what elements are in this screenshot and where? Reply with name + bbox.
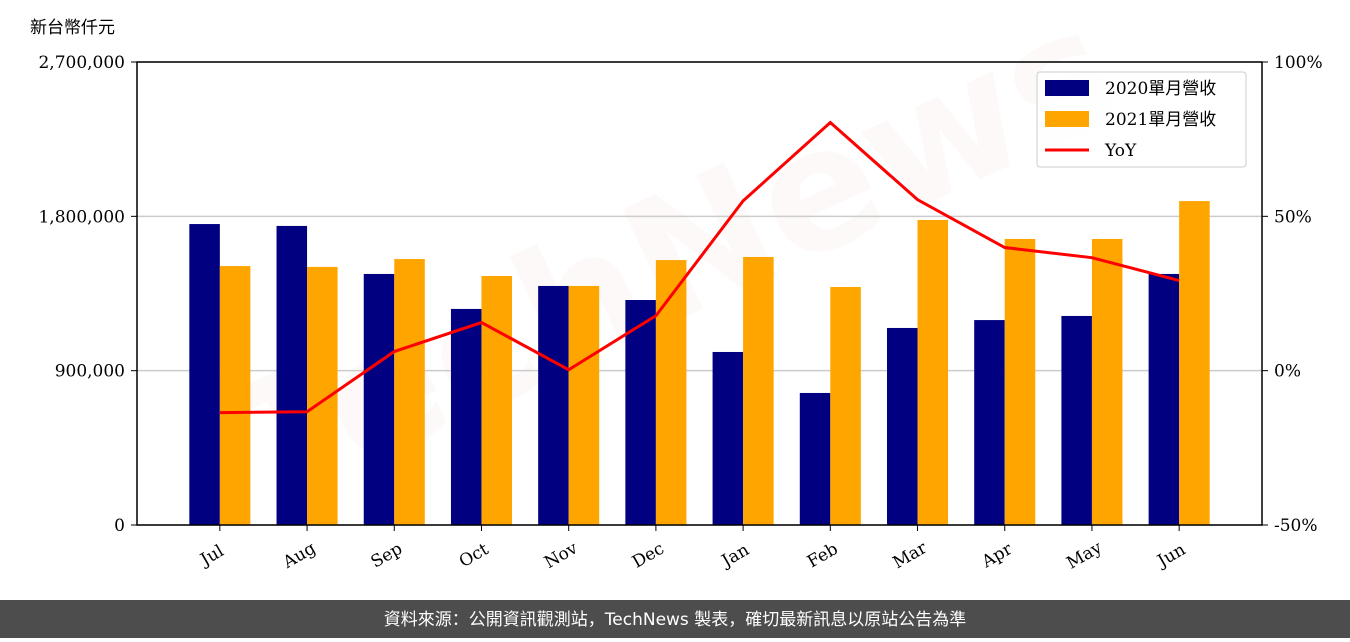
bar <box>568 285 600 525</box>
bar <box>1061 315 1092 525</box>
x-tick-label: Feb <box>804 539 842 572</box>
legend-label: 2021單月營收 <box>1105 110 1216 130</box>
y2-tick-label: 50% <box>1274 207 1312 227</box>
plot-frame <box>136 61 1263 526</box>
bar <box>655 260 687 525</box>
bar <box>1179 201 1210 526</box>
bar <box>799 392 831 525</box>
x-tick-label: Oct <box>456 539 492 572</box>
y-tick-label: 1,800,000 <box>38 207 125 227</box>
bar <box>450 308 482 525</box>
bar <box>481 276 512 525</box>
bar <box>276 225 308 526</box>
bar <box>712 351 744 525</box>
y2-tick-label: 0% <box>1274 362 1301 382</box>
bar <box>917 219 949 525</box>
bar <box>625 300 656 525</box>
legend-swatch <box>1045 111 1089 127</box>
bar <box>189 224 220 526</box>
x-tick-label: Jun <box>1152 540 1189 573</box>
y-axis-label: 新台幣仟元 <box>30 18 115 38</box>
y-tick-label: 900,000 <box>55 362 125 382</box>
legend-label: YoY <box>1104 141 1137 161</box>
bar <box>1091 238 1123 526</box>
bar <box>1148 273 1180 525</box>
x-tick-label: Nov <box>541 538 581 573</box>
bar <box>538 285 569 525</box>
y-tick-label: 0 <box>114 516 125 536</box>
bar <box>1004 238 1036 526</box>
x-tick-label: May <box>1063 538 1106 574</box>
footer-bar <box>0 600 1350 638</box>
bar <box>363 273 395 525</box>
bar <box>830 286 861 525</box>
x-tick-label: Sep <box>368 539 406 573</box>
bar <box>307 266 338 525</box>
x-tick-label: Jul <box>196 541 228 571</box>
x-tick-label: Mar <box>890 538 932 574</box>
legend-swatch <box>1045 80 1089 96</box>
footer: 資料來源：公開資訊觀測站，TechNews 製表，確切最新訊息以原站公告為準 <box>384 610 966 630</box>
bar <box>887 327 918 525</box>
x-tick-label: Dec <box>629 539 668 573</box>
y2-tick-label: 100% <box>1274 53 1323 73</box>
bar <box>743 256 774 525</box>
x-tick-label: Aug <box>279 538 320 573</box>
bar <box>394 259 425 525</box>
x-tick-label: Apr <box>978 539 1017 573</box>
line <box>219 120 1180 415</box>
legend-label: 2020單月營收 <box>1105 79 1216 99</box>
bar <box>974 320 1005 525</box>
bar <box>219 266 251 525</box>
y2-tick-label: -50% <box>1274 516 1318 536</box>
x-tick-label: Jan <box>717 540 753 572</box>
legend-box <box>1036 71 1247 168</box>
y-tick-label: 2,700,000 <box>38 53 125 73</box>
